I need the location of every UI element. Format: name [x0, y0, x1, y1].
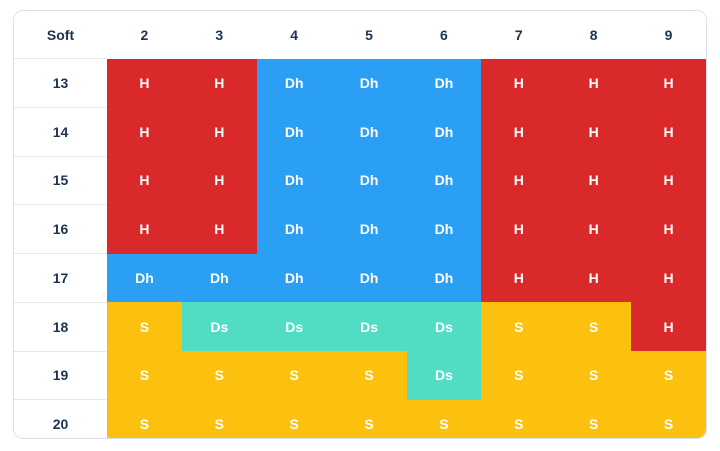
column-header: 9 — [631, 11, 706, 59]
strategy-cell: S — [631, 351, 706, 400]
strategy-cell: Dh — [256, 156, 332, 205]
soft-hands-strategy-table: Soft 2 3 4 5 6 7 8 9 13 H H Dh Dh Dh H H H 14 H H Dh… — [14, 11, 706, 438]
row-label: 20 — [14, 399, 107, 438]
strategy-cell: Ds — [256, 302, 332, 351]
header-row: Soft 2 3 4 5 6 7 8 9 — [14, 11, 706, 59]
strategy-cell: S — [107, 302, 182, 351]
strategy-cell: H — [481, 156, 557, 205]
strategy-cell: Dh — [331, 107, 407, 156]
table-row: 17 Dh Dh Dh Dh Dh H H H — [14, 253, 706, 303]
strategy-cell: Dh — [406, 156, 482, 205]
column-header: 5 — [331, 11, 407, 59]
strategy-cell: S — [556, 302, 632, 351]
table-row: 15 H H Dh Dh Dh H H H — [14, 155, 706, 205]
table-row: 18 S Ds Ds Ds Ds S S H — [14, 301, 706, 351]
column-header: 7 — [481, 11, 557, 59]
row-label: 19 — [14, 350, 107, 400]
table-row: 16 H H Dh Dh Dh H H H — [14, 204, 706, 254]
strategy-cell: Dh — [331, 204, 407, 254]
strategy-cell: Dh — [331, 156, 407, 205]
strategy-cell: S — [481, 302, 557, 351]
strategy-cell: H — [631, 302, 706, 351]
row-label: 14 — [14, 106, 107, 156]
column-header: 4 — [256, 11, 332, 59]
strategy-cell: S — [107, 399, 182, 438]
strategy-cell: H — [481, 253, 557, 303]
strategy-cell: Dh — [406, 58, 482, 108]
strategy-cell: S — [181, 399, 257, 438]
table-body: 13 H H Dh Dh Dh H H H 14 H H Dh Dh Dh H H H 15 H H Dh Dh Dh H H H 1… — [14, 58, 706, 438]
strategy-cell: S — [631, 399, 706, 438]
strategy-cell: Dh — [406, 253, 482, 303]
strategy-cell: H — [107, 58, 182, 108]
strategy-cell: S — [107, 351, 182, 400]
column-header: 6 — [406, 11, 482, 59]
column-header: 8 — [556, 11, 632, 59]
table-row: 19 S S S S Ds S S S — [14, 350, 706, 400]
strategy-cell: Dh — [406, 204, 482, 254]
strategy-cell: S — [331, 351, 407, 400]
corner-label: Soft — [14, 11, 107, 59]
row-label: 18 — [14, 301, 107, 351]
strategy-cell: H — [481, 204, 557, 254]
strategy-cell: H — [556, 156, 632, 205]
strategy-cell: Dh — [256, 253, 332, 303]
strategy-cell: S — [256, 351, 332, 400]
strategy-cell: H — [556, 204, 632, 254]
strategy-cell: Ds — [181, 302, 257, 351]
strategy-cell: H — [181, 58, 257, 108]
strategy-cell: H — [107, 107, 182, 156]
strategy-table-card: Soft 2 3 4 5 6 7 8 9 13 H H Dh Dh Dh H H H 14 H H Dh… — [13, 10, 707, 439]
strategy-cell: Dh — [256, 204, 332, 254]
strategy-cell: Dh — [256, 107, 332, 156]
strategy-cell: S — [331, 399, 407, 438]
strategy-cell: S — [556, 351, 632, 400]
row-label: 17 — [14, 253, 107, 303]
strategy-cell: Dh — [256, 58, 332, 108]
strategy-cell: S — [556, 399, 632, 438]
strategy-cell: Dh — [331, 253, 407, 303]
column-header: 3 — [181, 11, 257, 59]
strategy-cell: S — [256, 399, 332, 438]
strategy-cell: H — [181, 204, 257, 254]
strategy-cell: H — [481, 107, 557, 156]
strategy-cell: Dh — [331, 58, 407, 108]
strategy-cell: H — [107, 156, 182, 205]
strategy-cell: Ds — [331, 302, 407, 351]
strategy-cell: H — [481, 58, 557, 108]
strategy-cell: H — [556, 58, 632, 108]
strategy-cell: S — [481, 399, 557, 438]
strategy-cell: H — [631, 253, 706, 303]
strategy-cell: H — [631, 156, 706, 205]
strategy-cell: H — [181, 156, 257, 205]
strategy-cell: Ds — [406, 302, 482, 351]
strategy-cell: S — [181, 351, 257, 400]
strategy-cell: H — [631, 204, 706, 254]
row-label: 15 — [14, 155, 107, 205]
strategy-cell: Dh — [107, 253, 182, 303]
strategy-cell: S — [406, 399, 482, 438]
table-row: 14 H H Dh Dh Dh H H H — [14, 106, 706, 156]
strategy-cell: H — [181, 107, 257, 156]
strategy-cell: H — [556, 253, 632, 303]
strategy-cell: Dh — [406, 107, 482, 156]
column-header: 2 — [107, 11, 182, 59]
strategy-cell: S — [481, 351, 557, 400]
table-row: 20 S S S S S S S S — [14, 399, 706, 438]
strategy-cell: Ds — [406, 351, 482, 400]
strategy-cell: H — [556, 107, 632, 156]
strategy-cell: Dh — [181, 253, 257, 303]
table-row: 13 H H Dh Dh Dh H H H — [14, 58, 706, 108]
strategy-cell: H — [631, 58, 706, 108]
row-label: 16 — [14, 204, 107, 254]
strategy-cell: H — [107, 204, 182, 254]
strategy-cell: H — [631, 107, 706, 156]
row-label: 13 — [14, 58, 107, 108]
